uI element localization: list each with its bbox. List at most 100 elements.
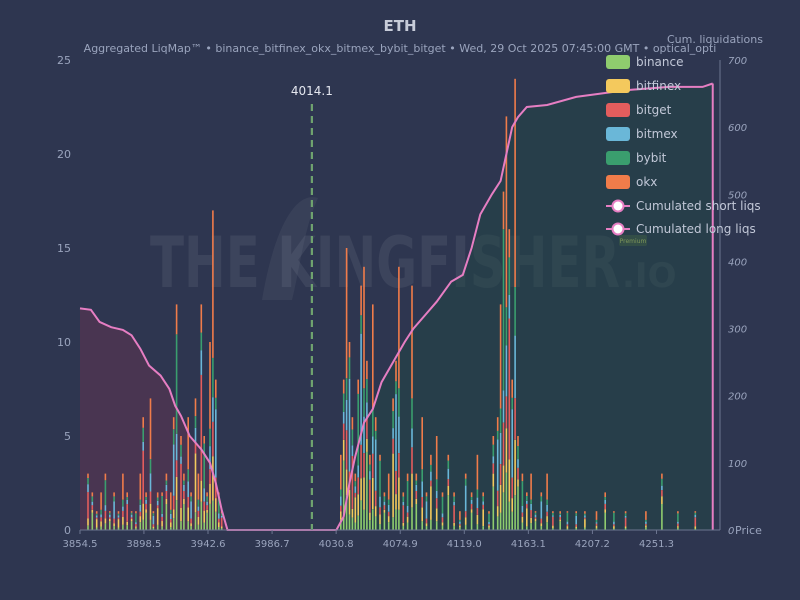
bar-bitfinex — [95, 519, 98, 528]
bar-bybit — [172, 429, 175, 445]
bar-bybit — [126, 497, 128, 500]
legend-swatch-bitfinex — [606, 79, 630, 93]
bar-binance — [109, 521, 111, 530]
bar-bybit — [476, 489, 479, 498]
bar-bitget — [187, 497, 189, 508]
bar-bitget — [95, 517, 98, 520]
bar-okx — [366, 360, 368, 379]
legend-marker-cum-1 — [611, 222, 625, 236]
bar-binance — [387, 522, 390, 530]
bar-okx — [694, 511, 697, 513]
bar-bitmex — [156, 500, 159, 506]
bar-bitfinex — [508, 459, 511, 502]
bar-binance — [517, 486, 519, 530]
bar-okx — [117, 511, 120, 514]
bar-bitmex — [95, 515, 98, 518]
bar-bitmex — [122, 506, 124, 511]
bar-binance — [575, 528, 577, 530]
bar-binance — [366, 451, 368, 530]
bar-bitfinex — [453, 523, 455, 526]
premium-badge-label: Premium — [620, 238, 647, 245]
chart-title: ETH — [383, 17, 416, 35]
bar-bitfinex — [209, 483, 211, 504]
bar-okx — [395, 360, 397, 382]
bar-okx — [677, 511, 679, 514]
bar-binance — [360, 500, 362, 530]
bar-bitget — [395, 471, 397, 495]
bar-binance — [508, 501, 511, 530]
bar-binance — [604, 512, 606, 530]
bar-okx — [584, 511, 586, 514]
bar-binance — [453, 525, 455, 530]
bar-binance — [534, 521, 537, 530]
bar-bitget — [526, 503, 528, 509]
bar-bybit — [345, 378, 348, 400]
bar-bitget — [508, 318, 511, 460]
bar-bybit — [363, 388, 365, 417]
bar-bitfinex — [135, 526, 137, 528]
bar-bybit — [340, 489, 342, 497]
legend-swatch-okx — [606, 175, 630, 189]
bar-bitmex — [526, 500, 528, 504]
bar-binance — [180, 521, 182, 530]
bar-okx — [170, 492, 172, 510]
bar-bitget — [661, 490, 663, 497]
bar-bybit — [435, 479, 438, 491]
bar-bitmex — [117, 515, 120, 518]
bar-binance — [464, 524, 467, 530]
bar-bybit — [183, 480, 185, 485]
bar-bybit — [113, 496, 115, 502]
bar-binance — [415, 504, 418, 530]
bar-binance — [372, 509, 374, 530]
bar-binance — [488, 527, 490, 530]
bar-bitget — [575, 524, 577, 527]
bar-okx — [430, 454, 432, 465]
bar-binance — [200, 501, 203, 530]
bar-bitfinex — [517, 479, 519, 487]
bar-bitfinex — [109, 519, 111, 522]
bar-okx — [340, 454, 342, 490]
bar-bitfinex — [387, 516, 390, 523]
bar-bybit — [645, 519, 647, 522]
bar-bitfinex — [559, 519, 561, 522]
bar-bybit — [342, 393, 345, 412]
bar-okx — [453, 492, 455, 497]
bar-okx — [530, 473, 532, 500]
bar-okx — [180, 436, 182, 445]
bar-bybit — [540, 496, 543, 502]
bar-bitfinex — [374, 506, 377, 517]
bar-binance — [470, 512, 473, 530]
bar-binance — [197, 524, 200, 530]
bar-bitfinex — [677, 526, 679, 528]
bar-bybit — [109, 512, 111, 515]
bar-binance — [566, 528, 569, 530]
right-tick-label: 300 — [728, 325, 747, 336]
bar-okx — [482, 492, 484, 497]
bar-bybit — [502, 229, 505, 391]
bar-bitmex — [190, 501, 192, 519]
bar-okx — [492, 436, 495, 445]
bar-bitfinex — [139, 516, 142, 523]
bar-bitfinex — [91, 509, 94, 513]
bar-binance — [348, 514, 351, 530]
bar-bitget — [366, 418, 368, 439]
bar-binance — [476, 524, 479, 530]
x-axis-label: Price — [735, 524, 762, 537]
bar-bybit — [374, 430, 377, 440]
bar-bybit — [566, 512, 569, 522]
bar-binance — [215, 511, 217, 530]
bar-bitfinex — [180, 508, 182, 522]
bar-okx — [183, 473, 185, 481]
bar-bitget — [517, 467, 519, 480]
right-tick-label: 400 — [728, 257, 747, 268]
bar-bitget — [130, 517, 133, 519]
bar-bitfinex — [575, 526, 577, 528]
bar-okx — [425, 492, 428, 497]
bar-okx — [499, 304, 502, 409]
bar-bitget — [499, 464, 502, 485]
bar-bitget — [357, 477, 359, 495]
y-tick-label: 10 — [57, 336, 71, 349]
right-tick-label: 100 — [728, 459, 747, 470]
bar-bitget — [172, 495, 175, 510]
bar-binance — [511, 511, 513, 530]
